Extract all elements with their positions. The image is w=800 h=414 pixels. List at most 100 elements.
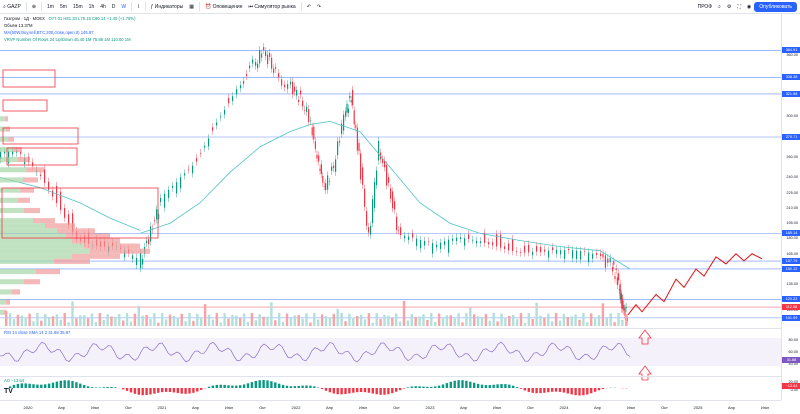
- interval-15m[interactable]: 15m: [72, 3, 83, 10]
- volume-bar: [402, 301, 406, 326]
- volume-bar: [164, 319, 168, 326]
- ao-bar: [328, 388, 332, 393]
- candle: [164, 193, 166, 208]
- main-legend[interactable]: Газпром · 1Д · MOEX O77.01 H81.33 L76.15…: [4, 16, 136, 21]
- macd-legend[interactable]: AO −13.64: [4, 378, 24, 383]
- ao-bar: [196, 388, 199, 392]
- volume-bar: [531, 319, 534, 326]
- volume-bar: [597, 315, 601, 326]
- ao-bar: [239, 385, 242, 388]
- alarm-icon: ⏰: [204, 3, 213, 10]
- candle: [310, 120, 312, 122]
- candle: [346, 103, 348, 113]
- ao-bar: [383, 388, 386, 395]
- interval-4h[interactable]: 4h: [100, 3, 106, 10]
- candle: [382, 159, 384, 163]
- rsi-band: [0, 338, 781, 366]
- indicators-button[interactable]: ƒ Индикаторы: [150, 3, 184, 10]
- candle: [607, 258, 609, 263]
- fullscreen-icon[interactable]: ⛶: [737, 3, 741, 10]
- volume-bar: [200, 317, 203, 326]
- volume-bar: [344, 321, 347, 326]
- chart-type-icon[interactable]: ⌇: [137, 3, 140, 10]
- ao-bar: [543, 388, 546, 393]
- templates-icon[interactable]: ▦: [189, 3, 194, 10]
- publish-button[interactable]: Опубликовать: [754, 1, 797, 12]
- price-axis[interactable]: 360.00340.00320.00300.00280.00260.00240.…: [781, 14, 800, 400]
- volume-bar: [512, 314, 515, 326]
- ao-bar: [449, 381, 452, 388]
- settings-icon[interactable]: ⚙: [726, 3, 732, 10]
- time-tick: Июл: [492, 405, 502, 410]
- time-axis[interactable]: 2020 Апр Июл Окт 2021 Апр Июл Окт 2022 Апр Июл Окт 2…: [0, 400, 781, 414]
- search-icon[interactable]: ⌕: [718, 3, 721, 10]
- candle: [349, 95, 351, 99]
- candle: [68, 214, 70, 226]
- ao-bar: [180, 388, 183, 394]
- candle: [560, 250, 562, 255]
- annotation-box: [2, 99, 48, 112]
- rsi-legend[interactable]: RSI 14 close SMA 14 2 31.88 35.97: [4, 330, 70, 335]
- symbol-search[interactable]: ⌕ GAZP: [3, 3, 21, 10]
- candle: [618, 273, 620, 281]
- ao-bar: [47, 383, 51, 388]
- ao-bar: [363, 388, 367, 393]
- pane-separator-rsi[interactable]: [0, 328, 781, 329]
- chart-canvas[interactable]: [0, 0, 781, 400]
- time-tick: Апр: [727, 405, 736, 410]
- candle: [488, 242, 490, 245]
- candle: [621, 294, 623, 309]
- ao-bar: [332, 388, 335, 394]
- interval-5m[interactable]: 5m: [59, 3, 67, 10]
- time-tick: Окт: [393, 405, 400, 410]
- undo-icon[interactable]: ↶: [306, 3, 311, 10]
- volume-bar: [258, 314, 261, 326]
- volume-bar: [8, 313, 12, 326]
- interval-d[interactable]: D: [111, 3, 116, 10]
- add-symbol-button[interactable]: ⊕: [31, 3, 37, 10]
- ao-bar: [83, 385, 86, 388]
- volume-bar: [387, 315, 390, 326]
- vp-legend[interactable]: VRVP Number Of Rows 24 Up/Down 45.40 1M …: [4, 37, 131, 42]
- save-layout-button[interactable]: ПРОФ: [697, 3, 713, 10]
- candle: [20, 151, 22, 154]
- volume-bar: [480, 317, 484, 326]
- volume-profile-up: [0, 207, 24, 214]
- candle: [124, 250, 126, 258]
- candle: [615, 268, 617, 271]
- ao-bar: [172, 388, 176, 393]
- volume-profile-up: [0, 238, 72, 244]
- candle: [390, 188, 392, 199]
- pane-separator-macd[interactable]: [0, 376, 781, 377]
- ao-bar: [86, 386, 90, 388]
- ma-legend[interactable]: MA(50W,Buy,sell,BTC,200,close,open,0) 14…: [4, 30, 94, 35]
- ao-bar: [106, 387, 109, 388]
- candle: [72, 213, 74, 233]
- volume-bar: [558, 320, 562, 326]
- volume-bar: [426, 319, 429, 326]
- interval-1m[interactable]: 1m: [47, 3, 54, 10]
- candle: [400, 227, 402, 236]
- candle: [623, 305, 625, 311]
- ao-bar: [422, 386, 425, 388]
- interval-1h[interactable]: 1h: [88, 3, 95, 10]
- volume-legend[interactable]: Объём 13.37М: [4, 23, 32, 28]
- volume-bar: [359, 314, 363, 326]
- candle: [200, 153, 202, 154]
- ao-bar: [527, 388, 530, 392]
- candle: [472, 239, 474, 241]
- interval-w[interactable]: W: [121, 3, 127, 10]
- candle: [314, 141, 316, 149]
- volume-bar: [285, 313, 289, 326]
- candle: [261, 53, 263, 58]
- redo-icon[interactable]: ↷: [316, 3, 322, 10]
- candle: [269, 52, 271, 57]
- candle: [160, 198, 162, 203]
- price-level-tag: 338.38: [782, 74, 800, 81]
- candle: [278, 73, 280, 78]
- legend-ohlc: O77.01 H81.33 L76.15 C80.14 +1.40 (+1.78…: [48, 16, 136, 21]
- alerts-button[interactable]: ⏰ Оповещение: [204, 3, 243, 10]
- camera-icon[interactable]: ◉: [746, 3, 752, 10]
- ao-bar: [79, 383, 82, 388]
- replay-button[interactable]: ⏮ Симулятор рынка: [248, 3, 296, 10]
